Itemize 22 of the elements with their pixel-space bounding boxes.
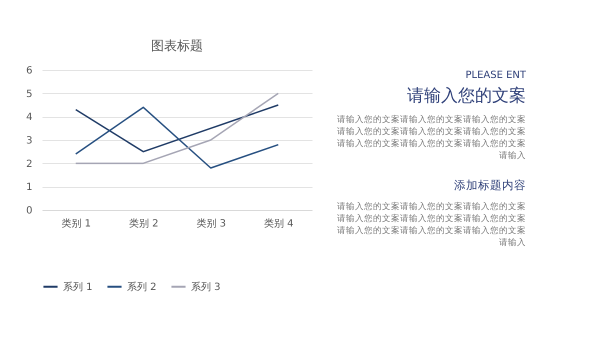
- legend-label: 系列 3: [191, 280, 221, 293]
- x-tick-label: 类别 3: [196, 218, 226, 230]
- legend-label: 系列 2: [127, 280, 157, 293]
- y-tick-label: 4: [26, 112, 32, 124]
- x-tick-label: 类别 1: [61, 218, 92, 230]
- line-series: [75, 104, 279, 152]
- y-tick-label: 6: [26, 66, 32, 76]
- text: 添加标题内容: [454, 178, 526, 192]
- text: PLEASE ENT: [465, 70, 527, 81]
- text: 请输入您的文案: [407, 86, 526, 106]
- line-series: [75, 106, 279, 169]
- text: 请输入您的文案请输入您的文案请输入您的文案请输入您的文案请输入您的文案请输入您的文案请输入您的文案请输入您的文案请输入您的文案请输入: [337, 201, 526, 248]
- legend-label: 系列 1: [63, 280, 93, 293]
- chart-title: 图表标题: [151, 39, 203, 54]
- x-tick-label: 类别 4: [264, 218, 294, 230]
- text: 请输入您的文案请输入您的文案请输入您的文案请输入您的文案请输入您的文案请输入您的文案请输入您的文案请输入您的文案请输入您的文案请输入: [337, 114, 526, 161]
- y-tick-label: 2: [26, 158, 32, 170]
- x-tick-label: 类别 2: [128, 218, 159, 230]
- y-tick-label: 3: [26, 136, 32, 146]
- y-tick-label: 5: [26, 88, 32, 100]
- y-tick-label: 0: [26, 206, 32, 216]
- y-tick-label: 1: [26, 182, 32, 194]
